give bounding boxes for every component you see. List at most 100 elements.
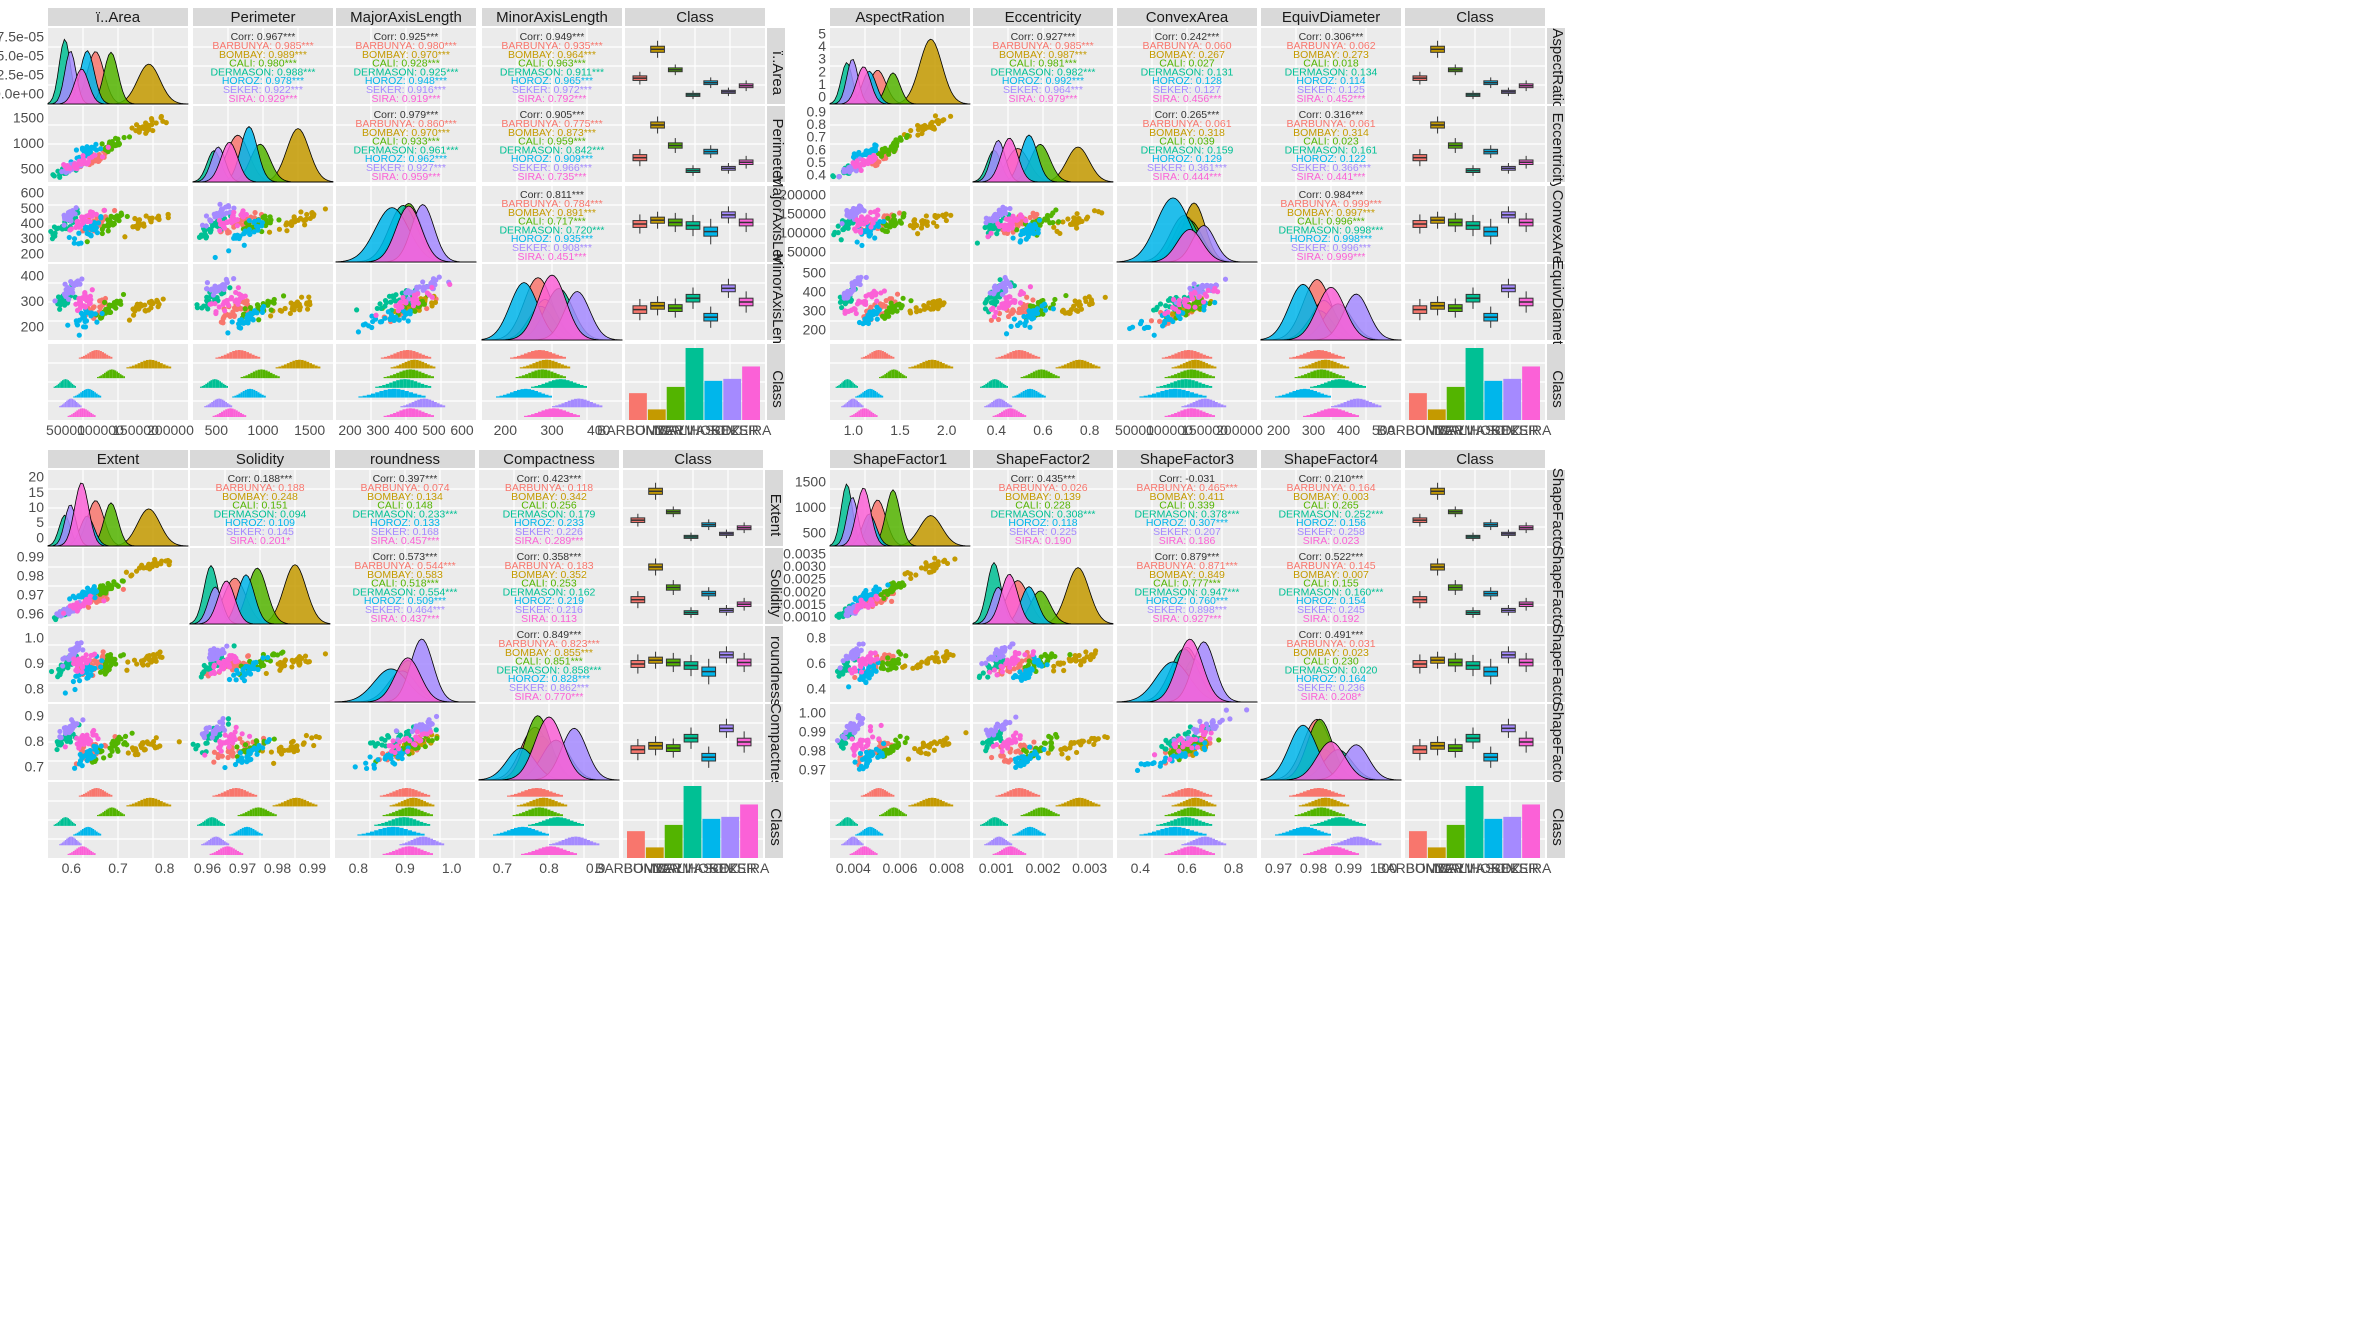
point-sira — [853, 310, 859, 317]
point-horoz — [1041, 301, 1048, 307]
hist-bar-seker — [78, 404, 81, 408]
hist-bar-dermason — [1310, 386, 1314, 388]
hist-bar-bombay — [1086, 361, 1090, 369]
point-seker — [64, 216, 71, 223]
point-sira — [89, 287, 95, 293]
hist-bar-barbunya — [531, 351, 535, 359]
hist-bar-cali — [389, 375, 394, 379]
point-horoz — [233, 677, 239, 683]
hist-bar-cali — [559, 375, 563, 379]
point-bombay — [930, 305, 936, 311]
point-bombay — [176, 739, 182, 745]
point-sira — [213, 308, 219, 315]
point-sira — [858, 167, 864, 173]
column-label: EquivDiameter — [1282, 9, 1380, 26]
hist-bar-dermason — [837, 385, 839, 388]
hist-bar-cali — [252, 371, 256, 379]
hist-bar-barbunya — [552, 353, 556, 359]
corr-sira: SIRA: 0.770*** — [515, 691, 584, 703]
hist-bar-barbunya — [1026, 352, 1029, 359]
hist-bar-seker — [204, 406, 206, 408]
hist-bar-bombay — [1311, 363, 1315, 369]
point-sira — [84, 218, 90, 224]
hist-bar-seker — [570, 399, 575, 408]
point-horoz — [1042, 307, 1049, 313]
point-sira — [415, 291, 421, 297]
x-tick-label: 300 — [366, 422, 390, 438]
hist-bar-sira — [86, 410, 89, 417]
hist-bar-dermason — [1191, 380, 1195, 388]
point-sira — [447, 281, 453, 288]
point-cali — [908, 298, 914, 304]
hist-bar-sira — [1327, 408, 1331, 417]
hist-bar-bombay — [947, 365, 951, 369]
hist-bar-cali — [1032, 371, 1036, 379]
point-sira — [872, 209, 878, 215]
point-cali — [904, 132, 911, 139]
hist-bar-barbunya — [226, 353, 230, 359]
hist-bar-cali — [260, 369, 263, 379]
y-tick-label: 2.5e-05 — [0, 67, 44, 83]
hist-bar-barbunya — [1190, 350, 1194, 359]
point-dermason — [48, 668, 55, 675]
hist-bar-cali — [274, 375, 278, 379]
hist-bar-bombay — [404, 361, 408, 369]
hist-bar-cali — [247, 374, 251, 379]
point-horoz — [78, 240, 84, 246]
hist-bar-bombay — [162, 364, 166, 369]
hist-bar-dermason — [66, 379, 68, 388]
point-sira — [1027, 284, 1034, 290]
point-dermason — [227, 285, 233, 291]
hist-bar-horoz — [1039, 393, 1042, 398]
hist-bar-sira — [212, 415, 215, 417]
hist-bar-dermason — [406, 379, 411, 388]
hist-bar-seker — [76, 402, 78, 408]
hist-bar-horoz — [413, 393, 418, 398]
point-bombay — [908, 127, 914, 134]
point-sira — [1189, 295, 1195, 301]
hist-bar-dermason — [531, 386, 535, 388]
hist-bar-dermason — [842, 381, 844, 388]
hist-bar-cali — [1020, 376, 1024, 379]
point-bombay — [159, 654, 165, 660]
corr-bombay: BOMBAY: 0.970*** — [362, 49, 450, 61]
point-horoz — [89, 144, 95, 150]
corr-barbunya: BARBUNYA: 0.784*** — [501, 198, 602, 210]
point-sira — [1192, 304, 1198, 310]
hist-bar-barbunya — [510, 357, 514, 359]
point-bombay — [1074, 225, 1080, 231]
point-cali — [126, 134, 133, 140]
hist-bar-barbunya — [99, 351, 102, 359]
point-dermason — [57, 306, 63, 312]
point-horoz — [92, 595, 98, 601]
hist-bar-seker — [1006, 403, 1009, 408]
hist-bar-dermason — [1334, 379, 1338, 388]
point-bombay — [921, 302, 927, 309]
hist-bar-bombay — [286, 363, 290, 369]
column-strip: roundness — [335, 450, 475, 468]
point-sira — [424, 290, 430, 296]
point-bombay — [912, 217, 918, 223]
point-dermason — [208, 227, 214, 233]
hist-bar-horoz — [865, 389, 868, 398]
hist-bar-sira — [872, 413, 875, 417]
hist-bar-dermason — [392, 381, 397, 388]
hist-bar-bombay — [950, 366, 954, 369]
point-bombay — [143, 130, 149, 136]
hist-bar-cali — [123, 376, 125, 379]
point-cali — [121, 134, 127, 141]
point-cali — [101, 669, 108, 675]
hist-bar-sira — [1338, 409, 1342, 417]
corr-cali: CALI: 0.928*** — [372, 58, 440, 70]
row-label: AspectRation — [1549, 28, 1566, 117]
corr-total: Corr: 0.811*** — [520, 189, 584, 201]
point-bombay — [940, 302, 946, 308]
hist-bar-bombay — [1094, 365, 1098, 369]
hist-bar-seker — [71, 398, 74, 408]
point-barbunya — [97, 298, 103, 304]
point-horoz — [851, 153, 857, 159]
point-horoz — [405, 318, 411, 324]
hist-bar-dermason — [1362, 385, 1366, 388]
corr-seker: SEKER: 0.972*** — [512, 84, 592, 96]
point-seker — [204, 280, 211, 286]
